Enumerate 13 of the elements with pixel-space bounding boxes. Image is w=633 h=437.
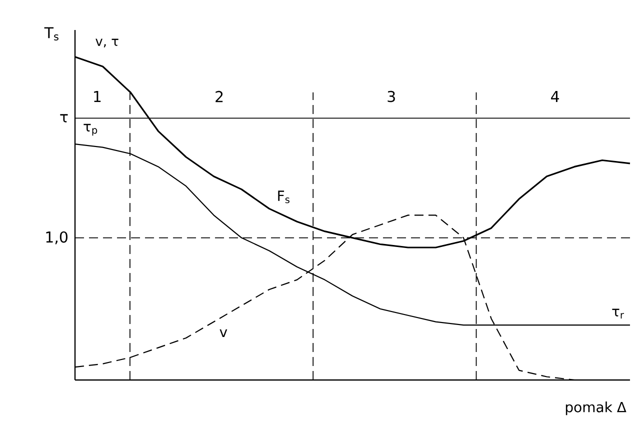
series-label: v <box>220 329 228 338</box>
annotation: τ$_{p}$ <box>84 124 98 136</box>
annotation: 1 <box>94 91 101 102</box>
text: v, τ <box>96 38 118 48</box>
annotation: 2 <box>216 90 223 102</box>
annotation: 3 <box>388 90 395 102</box>
y-axis-title: T$_{s}$ <box>44 27 58 40</box>
text: τ <box>60 114 68 122</box>
series-label: F$_{s}$ <box>278 190 290 204</box>
annotation: 4 <box>551 91 560 102</box>
text: 1,0 <box>46 231 68 244</box>
x-axis-title: pomak Δ <box>566 402 626 416</box>
series-label: τ$_{r}$ <box>612 308 624 319</box>
